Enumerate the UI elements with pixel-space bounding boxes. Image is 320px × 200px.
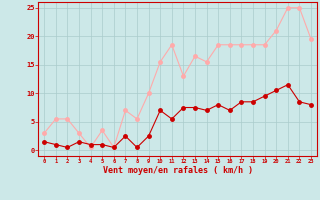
X-axis label: Vent moyen/en rafales ( km/h ): Vent moyen/en rafales ( km/h ) bbox=[103, 166, 252, 175]
